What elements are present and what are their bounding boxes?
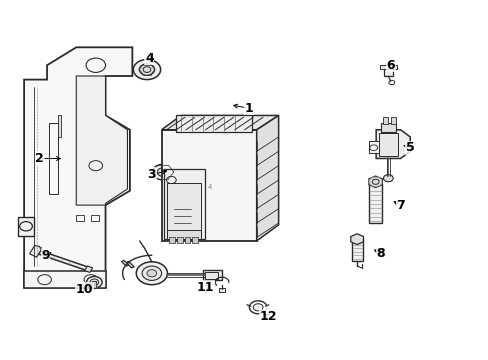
Circle shape: [383, 175, 392, 182]
Bar: [58, 116, 61, 137]
Bar: [92, 282, 96, 288]
Polygon shape: [161, 116, 278, 130]
Text: 10: 10: [76, 283, 93, 296]
Polygon shape: [350, 234, 363, 244]
Polygon shape: [31, 247, 42, 257]
Bar: [380, 123, 395, 132]
Bar: [18, 217, 34, 235]
Bar: [161, 130, 256, 241]
Text: 9: 9: [41, 249, 50, 262]
Circle shape: [147, 270, 157, 277]
Bar: [163, 169, 205, 239]
Bar: [390, 117, 395, 125]
Bar: [176, 116, 251, 132]
Polygon shape: [368, 176, 382, 188]
Circle shape: [139, 64, 155, 75]
Text: 2: 2: [35, 152, 44, 165]
Text: 8: 8: [376, 247, 385, 260]
Bar: [378, 134, 397, 156]
Bar: [383, 65, 392, 76]
Polygon shape: [24, 47, 132, 288]
Bar: [49, 123, 58, 194]
Polygon shape: [76, 76, 127, 205]
Bar: [219, 288, 225, 292]
Bar: [76, 215, 84, 221]
Polygon shape: [122, 260, 129, 266]
Bar: [368, 140, 378, 153]
Polygon shape: [375, 130, 409, 158]
Bar: [203, 270, 221, 280]
Circle shape: [152, 164, 173, 180]
Circle shape: [142, 266, 161, 280]
Text: 6: 6: [386, 59, 394, 72]
Polygon shape: [29, 246, 41, 257]
Polygon shape: [256, 116, 278, 241]
Text: 1: 1: [244, 102, 253, 115]
Text: 5: 5: [405, 141, 414, 154]
Polygon shape: [84, 266, 93, 273]
Text: 3: 3: [147, 168, 156, 181]
Bar: [167, 230, 200, 239]
Bar: [91, 215, 99, 221]
Bar: [24, 271, 105, 288]
Circle shape: [136, 262, 167, 285]
Bar: [368, 184, 382, 223]
Text: 11: 11: [196, 281, 214, 294]
Circle shape: [253, 304, 263, 311]
Polygon shape: [34, 249, 89, 271]
Bar: [379, 64, 396, 69]
Bar: [184, 237, 190, 243]
Circle shape: [90, 279, 99, 285]
Polygon shape: [126, 261, 134, 268]
Circle shape: [133, 59, 160, 80]
Circle shape: [86, 276, 102, 288]
Bar: [167, 183, 200, 237]
Circle shape: [157, 168, 168, 176]
Bar: [176, 237, 182, 243]
Text: 4: 4: [208, 184, 212, 190]
Bar: [168, 237, 174, 243]
Bar: [205, 272, 218, 279]
Bar: [192, 237, 198, 243]
Bar: [351, 239, 362, 261]
Text: 7: 7: [395, 199, 404, 212]
Text: 12: 12: [259, 310, 276, 323]
Text: 4: 4: [145, 51, 154, 64]
Bar: [383, 117, 387, 125]
